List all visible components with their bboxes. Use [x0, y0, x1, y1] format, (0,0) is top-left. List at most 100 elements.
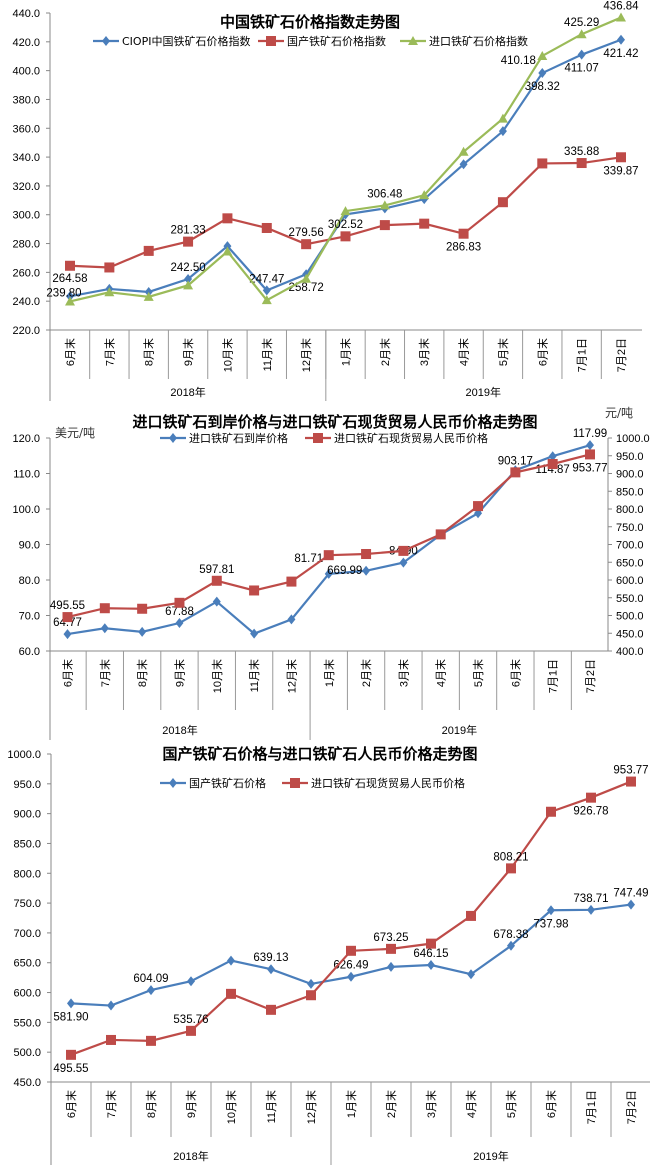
y-tick-label: 700.0 [13, 928, 41, 940]
data-point [617, 34, 625, 45]
data-point [223, 241, 232, 252]
data-point [586, 792, 596, 803]
data-point [261, 222, 272, 233]
x-tick-label: 8月末 [135, 659, 149, 687]
data-point [222, 246, 233, 256]
legend-item: CIOPI中国铁矿石价格指数 [93, 34, 250, 48]
data-point [616, 12, 626, 22]
x-tick-label: 11月末 [260, 338, 274, 371]
x-tick-label: 12月末 [284, 659, 298, 693]
legend-label: 进口铁矿石到岸价格 [189, 431, 288, 445]
chart-title: 进口铁矿石到岸价格与进口铁矿石现货贸易人民币价格走势图 [132, 413, 537, 431]
data-label: 495.55 [50, 600, 85, 612]
data-point [435, 529, 446, 540]
data-label: 425.29 [564, 17, 599, 29]
y-tick-label: 340.0 [12, 152, 40, 164]
data-point [387, 961, 395, 972]
x-tick-label: 12月末 [299, 338, 313, 372]
x-tick-label: 2月末 [359, 659, 373, 687]
data-point [497, 197, 508, 208]
legend-item: 国产铁矿石价格指数 [258, 34, 386, 48]
data-label: 410.18 [501, 55, 536, 67]
x-tick-label: 9月末 [172, 659, 186, 687]
chart-2: 60.0 70.0 80.0 90.0 100.0 110.0 120.0 400.0 450.… [12, 406, 650, 740]
x-tick-label: 2月末 [378, 338, 392, 366]
x-tick-label: 7月1日 [586, 1090, 598, 1124]
data-point [211, 575, 222, 586]
data-label: 239.80 [46, 287, 81, 299]
x-tick-label: 10月末 [220, 338, 234, 372]
data-point [626, 776, 636, 787]
data-point [266, 1004, 276, 1015]
data-point [323, 550, 334, 561]
x-tick-label: 7月末 [98, 659, 112, 687]
y-tick-label: 320.0 [12, 181, 40, 193]
data-label: 646.15 [413, 948, 448, 960]
y-tick-label: 850.0 [13, 838, 41, 850]
data-label: 421.42 [603, 48, 638, 60]
x-group-label: 2018年 [170, 385, 205, 399]
y-tick-label: 100.0 [12, 504, 40, 516]
legend-label: 国产铁矿石价格指数 [287, 34, 386, 48]
y-tick-label: 110.0 [13, 469, 40, 481]
data-point [346, 945, 356, 956]
data-label: 673.25 [373, 932, 408, 944]
y2-tick-label: 1000.0 [616, 433, 650, 445]
data-point [104, 262, 115, 273]
data-point [537, 158, 548, 169]
x-tick-label: 10月末 [224, 1090, 238, 1124]
legend-item: 进口铁矿石到岸价格 [160, 431, 288, 445]
data-label: 436.84 [603, 1, 639, 13]
data-point [261, 295, 272, 305]
y-tick-label: 60.0 [19, 646, 40, 658]
y2-tick-label: 650.0 [616, 557, 644, 569]
data-point [459, 159, 468, 170]
data-point [379, 220, 390, 231]
data-point [143, 245, 154, 256]
x-tick-label: 6月末 [64, 1090, 78, 1118]
legend-item: 进口铁矿石现货贸易人民币价格 [305, 431, 488, 445]
y-tick-label: 550.0 [13, 1017, 41, 1029]
series-3: 239.80 302.52 306.48 410.18 425.29 436.84 [46, 1, 639, 306]
x-tick-label: 7月2日 [626, 1090, 638, 1124]
y2-tick-label: 850.0 [616, 486, 644, 498]
data-point [146, 1035, 156, 1046]
chart-3: 450.0 500.0 550.0 600.0 650.0 700.0 750.0 800.0… [7, 745, 650, 1165]
x-tick-label: 10月末 [210, 659, 224, 693]
x-tick-label: 7月1日 [548, 659, 560, 693]
data-point [576, 158, 587, 169]
data-point [104, 287, 115, 297]
data-point [184, 273, 193, 284]
data-point [507, 940, 515, 951]
y-tick-label: 380.0 [12, 94, 40, 106]
data-point [379, 200, 390, 210]
data-point [267, 964, 275, 975]
x-tick-label: 7月1日 [577, 338, 589, 372]
y-tick-label: 120.0 [12, 433, 40, 445]
data-point [222, 213, 233, 224]
data-point [498, 126, 507, 137]
data-point [627, 899, 635, 910]
x-group-label: 2019年 [473, 1149, 508, 1163]
data-point [466, 910, 476, 921]
y-tick-label: 80.0 [19, 575, 40, 587]
data-label: 64.77 [53, 617, 82, 629]
legend-marker [102, 36, 110, 46]
data-point [576, 29, 587, 39]
x-tick-label: 12月末 [304, 1090, 318, 1124]
data-label: 258.72 [289, 282, 324, 294]
x-tick-label: 7月2日 [616, 338, 628, 372]
data-label: 242.50 [170, 262, 205, 274]
data-point [398, 545, 409, 556]
data-point [301, 239, 312, 250]
data-point [547, 458, 558, 469]
y-tick-label: 1000.0 [7, 749, 41, 761]
data-label: 747.49 [613, 888, 648, 900]
data-point [99, 603, 110, 614]
data-point [497, 113, 508, 123]
data-label: 117.99 [573, 428, 607, 440]
y-tick-label: 220.0 [12, 325, 40, 337]
x-group-label: 2019年 [442, 723, 477, 737]
y-tick-label: 280.0 [12, 239, 40, 251]
y2-tick-label: 700.0 [616, 540, 644, 552]
